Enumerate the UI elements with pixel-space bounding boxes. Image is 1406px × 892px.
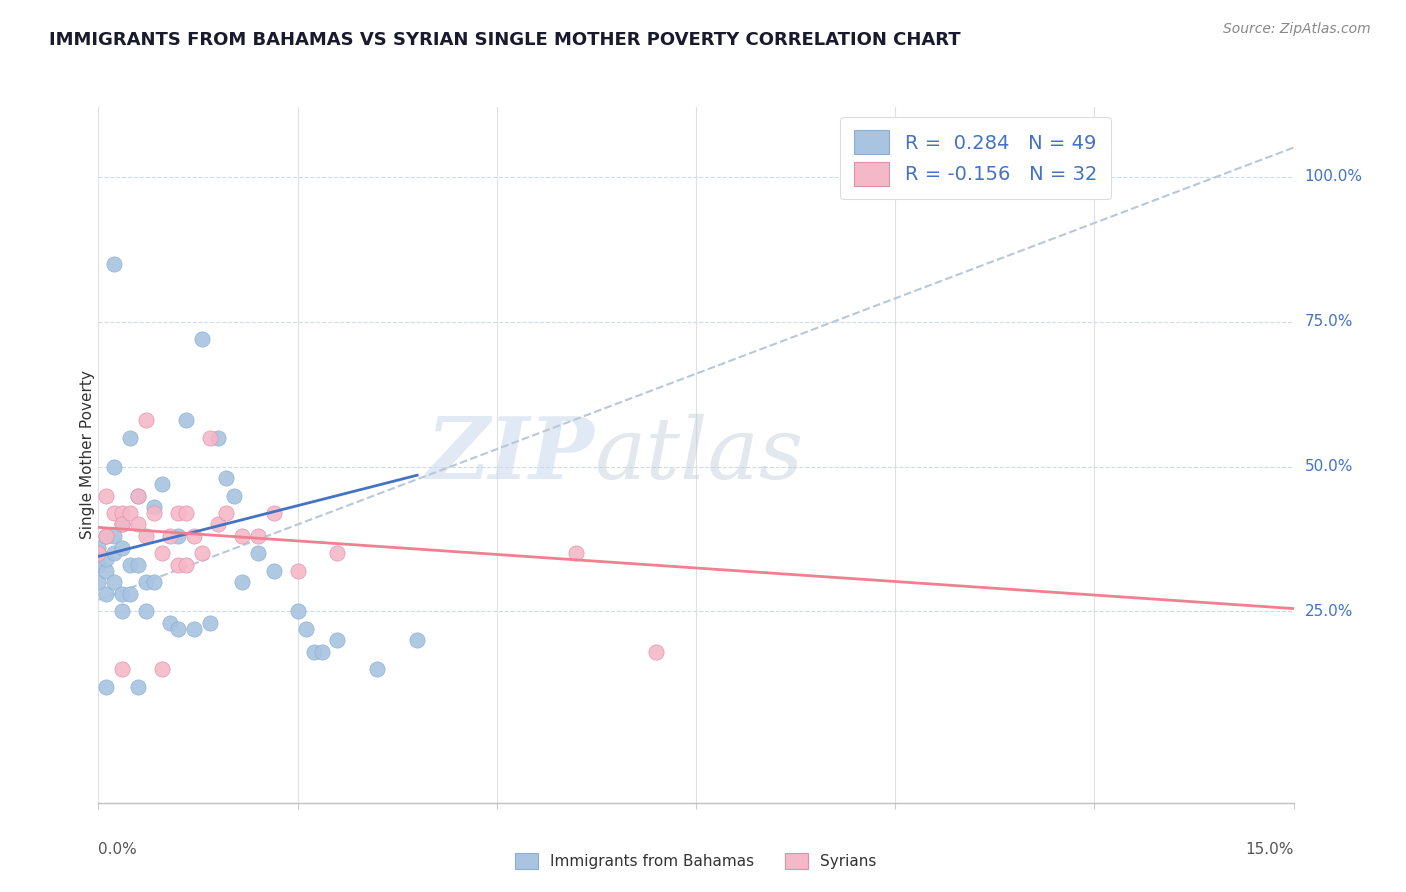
Point — [135, 529, 157, 543]
Point — [326, 546, 349, 561]
Point — [302, 645, 325, 659]
Point — [103, 529, 125, 543]
Point — [287, 605, 309, 619]
Text: 100.0%: 100.0% — [1305, 169, 1362, 184]
Point — [326, 633, 349, 648]
Point — [150, 662, 173, 677]
Point — [222, 489, 245, 503]
Point — [96, 680, 118, 694]
Legend: Immigrants from Bahamas, Syrians: Immigrants from Bahamas, Syrians — [509, 847, 883, 875]
Point — [294, 622, 316, 636]
Point — [198, 615, 221, 630]
Text: atlas: atlas — [595, 414, 803, 496]
Point — [167, 529, 190, 543]
Point — [96, 529, 118, 543]
Point — [287, 564, 309, 578]
Point — [191, 332, 214, 346]
Point — [127, 517, 149, 532]
Point — [263, 564, 285, 578]
Text: 25.0%: 25.0% — [1305, 604, 1353, 619]
Point — [167, 558, 190, 573]
Point — [103, 459, 125, 474]
Point — [111, 506, 134, 520]
Point — [135, 575, 157, 590]
Point — [191, 546, 214, 561]
Point — [198, 431, 221, 445]
Point — [127, 489, 149, 503]
Point — [159, 615, 181, 630]
Point — [111, 662, 134, 677]
Point — [120, 506, 142, 520]
Point — [246, 529, 269, 543]
Point — [135, 605, 157, 619]
Point — [263, 506, 285, 520]
Point — [127, 680, 149, 694]
Point — [311, 645, 333, 659]
Point — [215, 471, 238, 485]
Point — [103, 575, 125, 590]
Point — [87, 546, 110, 561]
Point — [103, 506, 125, 520]
Text: ZIP: ZIP — [426, 413, 595, 497]
Text: Source: ZipAtlas.com: Source: ZipAtlas.com — [1223, 22, 1371, 37]
Point — [87, 558, 110, 573]
Point — [183, 529, 205, 543]
Point — [111, 587, 134, 601]
Point — [645, 645, 668, 659]
Point — [150, 546, 173, 561]
Point — [96, 552, 118, 566]
Point — [143, 500, 166, 514]
Point — [231, 575, 253, 590]
Point — [111, 517, 134, 532]
Point — [143, 506, 166, 520]
Point — [565, 546, 588, 561]
Text: 15.0%: 15.0% — [1246, 842, 1294, 856]
Text: 50.0%: 50.0% — [1305, 459, 1353, 474]
Point — [103, 546, 125, 561]
Point — [87, 575, 110, 590]
Point — [111, 517, 134, 532]
Text: 0.0%: 0.0% — [98, 842, 138, 856]
Point — [366, 662, 388, 677]
Point — [87, 541, 110, 555]
Point — [231, 529, 253, 543]
Point — [96, 587, 118, 601]
Point — [127, 489, 149, 503]
Point — [246, 546, 269, 561]
Point — [96, 564, 118, 578]
Point — [87, 546, 110, 561]
Point — [111, 541, 134, 555]
Point — [143, 575, 166, 590]
Text: IMMIGRANTS FROM BAHAMAS VS SYRIAN SINGLE MOTHER POVERTY CORRELATION CHART: IMMIGRANTS FROM BAHAMAS VS SYRIAN SINGLE… — [49, 31, 960, 49]
Point — [150, 476, 173, 491]
Point — [174, 413, 197, 427]
Point — [174, 506, 197, 520]
Point — [167, 622, 190, 636]
Point — [174, 558, 197, 573]
Point — [406, 633, 429, 648]
Point — [120, 431, 142, 445]
Point — [183, 622, 205, 636]
Point — [207, 517, 229, 532]
Point — [135, 413, 157, 427]
Point — [167, 506, 190, 520]
Point — [120, 558, 142, 573]
Point — [96, 529, 118, 543]
Point — [103, 257, 125, 271]
Point — [215, 506, 238, 520]
Y-axis label: Single Mother Poverty: Single Mother Poverty — [80, 370, 94, 540]
Point — [120, 587, 142, 601]
Point — [159, 529, 181, 543]
Point — [96, 489, 118, 503]
Text: 75.0%: 75.0% — [1305, 314, 1353, 329]
Point — [127, 558, 149, 573]
Point — [207, 431, 229, 445]
Point — [111, 605, 134, 619]
